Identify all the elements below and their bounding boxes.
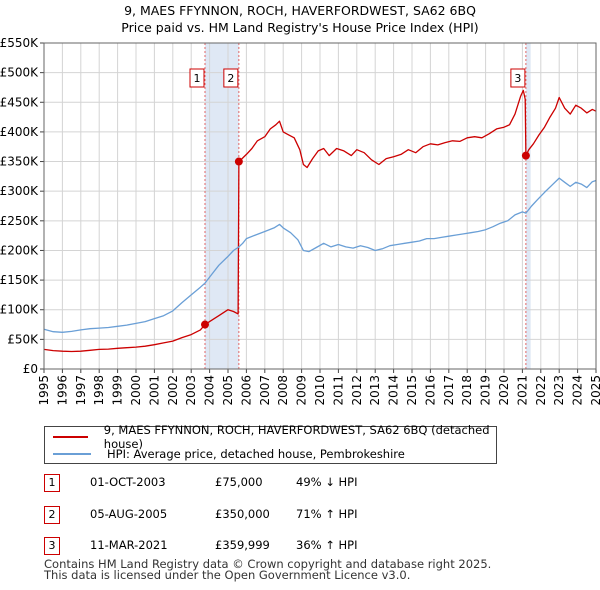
legend-property-swatch xyxy=(53,436,88,438)
x-tick-label: 2011 xyxy=(331,375,345,406)
x-tick-label: 2001 xyxy=(147,375,161,406)
price-chart: £0 £50K £100K £150K £200K £250K £300K £350K £400… xyxy=(0,36,600,406)
x-tick-label: 2015 xyxy=(405,375,419,406)
x-tick-label: 2008 xyxy=(276,375,290,406)
x-tick-label: 2010 xyxy=(313,375,327,406)
x-tick-label: 2012 xyxy=(350,375,364,406)
legend-hpi-swatch xyxy=(53,453,91,455)
sale-hpi-comparison: 49% ↓ HPI xyxy=(296,475,358,489)
x-tick-label: 1995 xyxy=(37,375,51,406)
x-tick-label: 1999 xyxy=(111,375,125,406)
sale-hpi-comparison: 36% ↑ HPI xyxy=(296,538,358,552)
x-tick-label: 2020 xyxy=(497,375,511,406)
x-tick-label: 2005 xyxy=(221,375,235,406)
sale-number-badge: 1 xyxy=(44,474,60,492)
sale-price: £359,999 xyxy=(215,538,270,552)
x-tick-label: 2018 xyxy=(460,375,474,406)
sale-row: 1 01-OCT-2003 £75,000 49% ↓ HPI xyxy=(44,474,444,492)
series-line xyxy=(43,89,597,353)
y-tick-label: £250K xyxy=(0,214,39,228)
y-tick-label: £0 xyxy=(23,362,38,376)
x-tick-label: 2003 xyxy=(184,375,198,406)
shaded-periods xyxy=(205,43,531,369)
chart-title: 9, MAES FFYNNON, ROCH, HAVERFORDWEST, SA… xyxy=(0,2,600,36)
x-tick-label: 2025 xyxy=(589,375,600,406)
x-tick-label: 2022 xyxy=(534,375,548,406)
sale-row: 2 05-AUG-2005 £350,000 71% ↑ HPI xyxy=(44,506,444,524)
y-tick-label: £400K xyxy=(0,125,39,139)
legend-property-label: 9, MAES FFYNNON, ROCH, HAVERFORDWEST, SA… xyxy=(103,423,490,451)
shaded-period xyxy=(525,43,531,369)
y-tick-label: £200K xyxy=(0,243,39,257)
sale-marker-badge xyxy=(189,68,205,88)
x-tick-label: 2009 xyxy=(295,375,309,406)
footer-copyright: Contains HM Land Registry data © Crown c… xyxy=(44,557,492,571)
shaded-period xyxy=(205,43,239,369)
sale-price: £75,000 xyxy=(215,475,263,489)
sale-price: £350,000 xyxy=(215,507,270,521)
sale-hpi-comparison: 71% ↑ HPI xyxy=(296,507,358,521)
y-tick-label: £50K xyxy=(7,332,39,346)
x-tick-label: 2024 xyxy=(571,375,585,406)
y-tick-label: £350K xyxy=(0,155,39,169)
x-tick-label: 1998 xyxy=(92,375,106,406)
sale-date: 11-MAR-2021 xyxy=(90,538,168,552)
sale-date: 05-AUG-2005 xyxy=(90,507,168,521)
sale-marker-badge xyxy=(223,68,239,88)
sale-marker-number: 3 xyxy=(514,72,521,85)
y-tick-label: £300K xyxy=(0,184,39,198)
x-tick-label: 2007 xyxy=(258,375,272,406)
x-tick-label: 2014 xyxy=(387,375,401,406)
sale-row: 3 11-MAR-2021 £359,999 36% ↑ HPI xyxy=(44,537,444,555)
sale-marker-badge xyxy=(510,68,526,88)
legend: 9, MAES FFYNNON, ROCH, HAVERFORDWEST, SA… xyxy=(44,423,497,464)
sale-marker-number: 2 xyxy=(227,72,234,85)
x-tick-label: 2017 xyxy=(442,375,456,406)
x-tick-label: 2019 xyxy=(479,375,493,406)
chart-title-line1: 9, MAES FFYNNON, ROCH, HAVERFORDWEST, SA… xyxy=(124,3,476,18)
sale-point xyxy=(201,320,209,329)
x-tick-label: 2023 xyxy=(552,375,566,406)
chart-title-line2: Price paid vs. HM Land Registry's House … xyxy=(121,20,479,35)
plot-frame xyxy=(43,42,597,370)
sale-date: 01-OCT-2003 xyxy=(90,475,166,489)
x-tick-label: 2021 xyxy=(515,375,529,406)
footer: Contains HM Land Registry data © Crown c… xyxy=(44,557,492,582)
x-tick-label: 2004 xyxy=(203,375,217,406)
chart-labels: £0 £50K £100K £150K £200K £250K £300K £350K £400… xyxy=(0,36,600,406)
sale-point xyxy=(234,157,243,166)
x-tick-label: 1996 xyxy=(55,375,69,406)
x-tick-label: 2013 xyxy=(368,375,382,406)
y-tick-label: £450K xyxy=(0,95,39,109)
y-tick-label: £550K xyxy=(0,36,39,50)
sale-point xyxy=(521,151,530,160)
sale-number-badge: 2 xyxy=(44,506,60,524)
legend-hpi-label: HPI: Average price, detached house, Pemb… xyxy=(107,447,405,461)
y-tick-label: £100K xyxy=(0,303,39,317)
x-tick-label: 2000 xyxy=(129,375,143,406)
sale-number-badge: 3 xyxy=(44,537,60,555)
y-tick-label: £500K xyxy=(0,66,39,80)
x-tick-label: 2002 xyxy=(166,375,180,406)
x-tick-label: 1997 xyxy=(74,375,88,406)
sale-marker-lines xyxy=(204,43,527,369)
series-line xyxy=(43,177,597,333)
chart-grid xyxy=(43,42,597,370)
footer-licence: This data is licensed under the Open Gov… xyxy=(44,568,411,582)
y-tick-label: £150K xyxy=(0,273,39,287)
legend-item-property: 9, MAES FFYNNON, ROCH, HAVERFORDWEST, SA… xyxy=(53,423,496,451)
sale-marker-number: 1 xyxy=(194,72,201,85)
x-tick-label: 2006 xyxy=(239,375,253,406)
chart-series xyxy=(43,89,597,353)
legend-item-hpi: HPI: Average price, detached house, Pemb… xyxy=(53,446,405,462)
chart-axes xyxy=(40,42,597,373)
x-tick-label: 2016 xyxy=(423,375,437,406)
